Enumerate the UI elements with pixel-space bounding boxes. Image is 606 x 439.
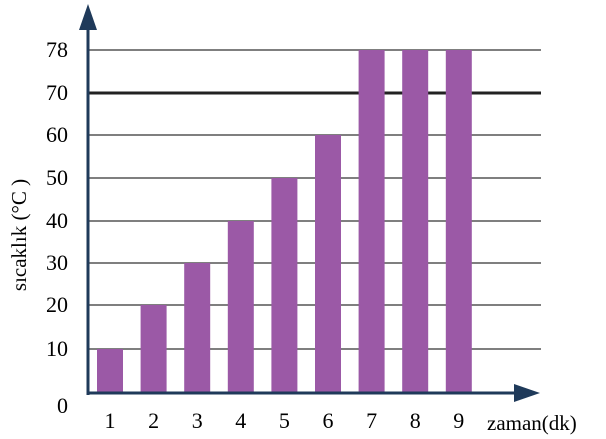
axes: [79, 4, 540, 402]
y-tick-label: 20: [46, 292, 68, 317]
x-tick-label: 1: [105, 408, 116, 433]
y-tick-label: 78: [46, 37, 68, 62]
x-tick-label: 7: [366, 408, 377, 433]
bar: [315, 135, 341, 393]
bar: [227, 221, 254, 393]
y-tick-labels: 0 10 20 30 40 50 60 70 78: [46, 37, 68, 418]
x-tick-labels: 1 2 3 4 5 6 7 8 9: [105, 408, 465, 433]
y-tick-label: 50: [46, 165, 68, 190]
y-tick-label: 70: [46, 80, 68, 105]
bar: [445, 50, 472, 393]
gridlines: [88, 49, 541, 350]
x-tick-label: 4: [235, 408, 246, 433]
y-tick-label: 40: [46, 208, 68, 233]
y-axis-title: sıcaklık (°C ): [7, 179, 31, 291]
x-tick-label: 2: [148, 408, 159, 433]
bar: [97, 349, 123, 393]
bar: [184, 263, 211, 393]
y-axis-arrow: [79, 4, 97, 30]
y-tick-label: 30: [46, 250, 68, 275]
y-tick-label: 10: [46, 336, 68, 361]
y-tick-label: 0: [57, 393, 68, 418]
bars: [97, 50, 472, 393]
bar: [402, 50, 429, 393]
x-tick-label: 8: [410, 408, 421, 433]
bar: [358, 50, 385, 393]
bar: [271, 178, 298, 393]
x-axis-title: zaman(dk): [487, 411, 577, 435]
x-tick-label: 3: [192, 408, 203, 433]
bar: [140, 305, 167, 393]
x-tick-label: 5: [279, 408, 290, 433]
y-tick-label: 60: [46, 122, 68, 147]
x-tick-label: 9: [453, 408, 464, 433]
x-tick-label: 6: [323, 408, 334, 433]
x-axis-arrow: [514, 384, 540, 402]
